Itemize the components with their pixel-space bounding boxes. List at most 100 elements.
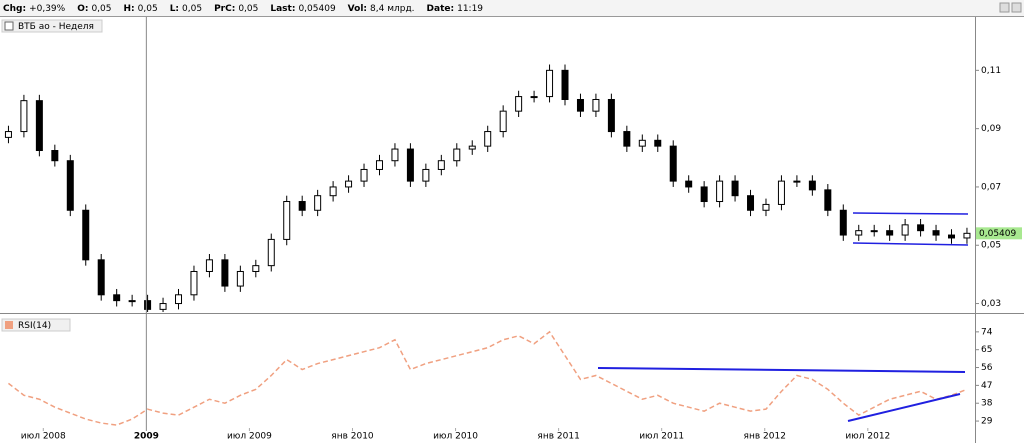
candle-body [391, 148, 399, 162]
trend-line [852, 212, 969, 215]
x-tick-label: янв 2010 [331, 432, 374, 442]
candle-body [561, 69, 569, 100]
y-tick-label: 47 [981, 381, 992, 391]
candle-body [221, 259, 229, 287]
candle-body [546, 69, 554, 98]
y-tick-label: 0,05 [981, 241, 1001, 251]
trend-line [852, 242, 969, 246]
window-button[interactable] [1011, 2, 1022, 13]
candle-body [808, 180, 816, 191]
candle-body [576, 98, 584, 112]
candle-body [267, 238, 275, 267]
candle-body [314, 195, 322, 211]
candle-body [948, 234, 956, 239]
candle-body [113, 294, 121, 302]
candle-body [886, 230, 894, 236]
candle-body [175, 294, 183, 305]
window-button[interactable] [999, 2, 1010, 13]
candle-body [870, 230, 878, 233]
x-tick-label: июл 2009 [227, 432, 272, 442]
candle-body [685, 180, 693, 188]
panel-title: RSI(14) [18, 321, 51, 331]
header-bar [0, 0, 1024, 16]
header-label: L: [170, 4, 179, 14]
candle-body [731, 180, 739, 197]
header-value: 0,05 [138, 4, 158, 14]
candle-body [453, 148, 461, 162]
candle-body [128, 300, 136, 303]
last-price-label: 0,05409 [979, 229, 1016, 239]
candle-body [329, 186, 337, 197]
y-tick-label: 65 [981, 345, 992, 355]
last-price-box [976, 227, 1022, 240]
header-value: 8,4 млрд. [370, 4, 415, 14]
candle-body [82, 209, 90, 261]
candle-body [159, 303, 167, 310]
header-label: Chg: [3, 4, 26, 14]
panel-icon [4, 21, 14, 31]
header-label: O: [77, 4, 88, 14]
candle-body [623, 131, 631, 147]
y-tick-label: 38 [981, 399, 993, 409]
candle-body [932, 230, 940, 236]
header: Chg: +0,39% O: 0,05 H: 0,05 L: 0,05 PrC: 0,05 Last… [3, 4, 483, 14]
candle-body [963, 232, 971, 239]
header-value: 0,05 [238, 4, 258, 14]
y-tick-label: 56 [981, 363, 993, 373]
header-value: 0,05 [182, 4, 202, 14]
candle-body [824, 189, 832, 211]
header-value: +0,39% [29, 4, 66, 14]
candle-body [669, 145, 677, 182]
candle-body [747, 195, 755, 211]
header-value: 11:19 [457, 4, 483, 14]
x-tick-label: янв 2011 [537, 432, 579, 442]
candle-body [422, 168, 430, 182]
candle-body [592, 98, 600, 112]
x-tick-label: янв 2012 [744, 432, 786, 442]
x-tick-label: июл 2011 [639, 432, 684, 442]
y-tick-label: 0,11 [981, 66, 1001, 76]
trend-line [597, 367, 966, 373]
candle-body [515, 96, 523, 112]
header-value: 0,05 [91, 4, 111, 14]
x-tick-label: июл 2012 [845, 432, 890, 442]
candle-body [700, 186, 708, 203]
x-tick-label: июл 2008 [21, 432, 66, 442]
candle-body [97, 259, 105, 296]
header-label: PrC: [214, 4, 235, 14]
candle-body [144, 300, 152, 310]
candle-body [917, 224, 925, 232]
candle-body [777, 180, 785, 205]
candle-body [762, 203, 770, 211]
header-label: Last: [270, 4, 295, 14]
x-tick-label: 2009 [134, 432, 159, 442]
candle-body [793, 180, 801, 183]
trend-line [847, 393, 961, 422]
panel-title: ВТБ ао - Неделя [18, 22, 94, 32]
header-label: H: [124, 4, 135, 14]
candle-body [283, 201, 291, 240]
y-tick-label: 74 [981, 327, 993, 337]
candle-body [839, 209, 847, 236]
y-tick-label: 0,03 [981, 299, 1001, 309]
panel-label-box [1, 19, 103, 33]
y-tick-label: 29 [981, 417, 993, 427]
candle-body [638, 139, 646, 147]
candle-body [484, 131, 492, 147]
candle-body [360, 168, 368, 182]
header-value: 0,05409 [298, 4, 335, 14]
y-tick-label: 0,09 [981, 124, 1001, 134]
x-tick-label: июл 2010 [433, 432, 478, 442]
candle-body [375, 160, 383, 170]
y-tick-label: 0,07 [981, 182, 1001, 192]
candle-body [530, 96, 538, 99]
candle-body [499, 110, 507, 133]
candle-body [66, 160, 74, 211]
header-label: Vol: [348, 4, 367, 14]
candle-body [190, 270, 198, 296]
candle-body [607, 98, 615, 133]
candle-body [345, 180, 353, 188]
candle-body [468, 145, 476, 150]
rsi-line [7, 330, 968, 426]
